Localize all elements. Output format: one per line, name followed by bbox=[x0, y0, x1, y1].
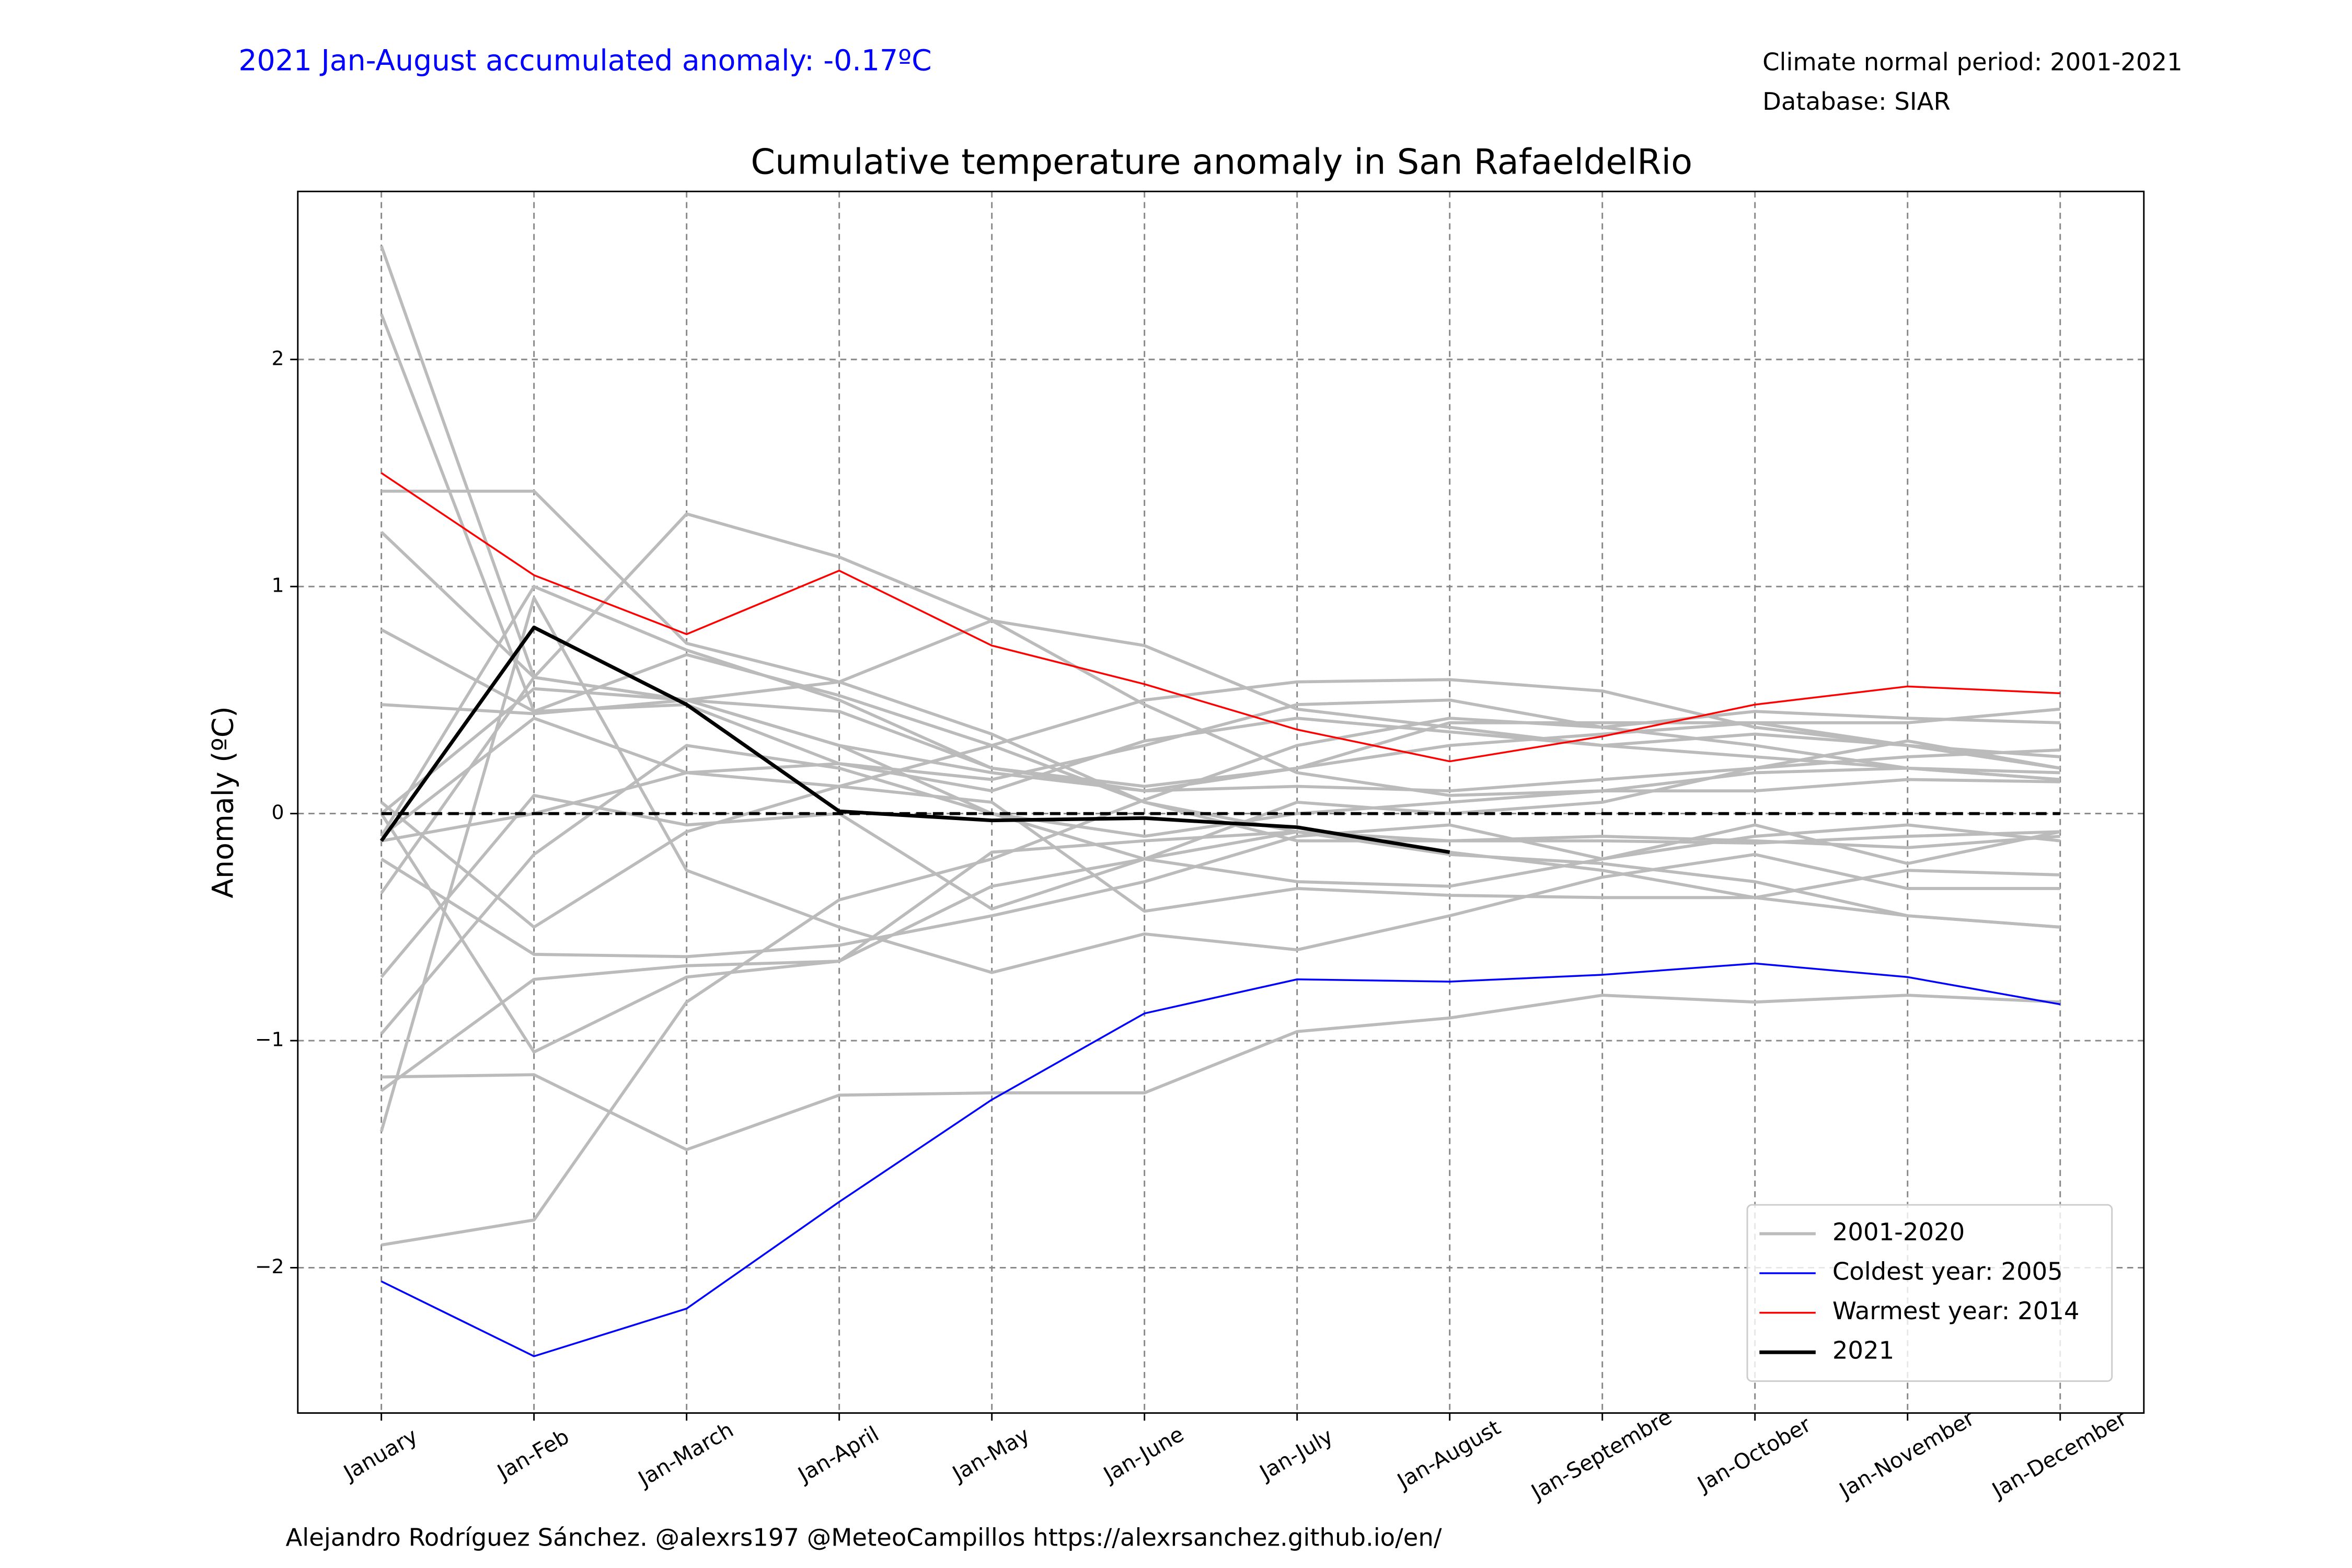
reference-line bbox=[380, 717, 2061, 838]
y-tick-label: 1 bbox=[272, 574, 284, 597]
legend-label: 2021 bbox=[1832, 1336, 1894, 1365]
y-axis-label: Anomaly (ºC) bbox=[206, 706, 240, 898]
reference-line bbox=[380, 687, 2060, 838]
footer: Alejandro Rodríguez Sánchez. @alexrs197 … bbox=[286, 1523, 1442, 1551]
reference-line bbox=[380, 678, 2060, 929]
reference-line bbox=[379, 596, 2060, 1132]
reference-line bbox=[381, 489, 2060, 775]
normal-period-note: Climate normal period: 2001-2021 bbox=[1762, 48, 2182, 76]
reference-line bbox=[380, 830, 2060, 1092]
x-tick-label: Jan-July bbox=[1254, 1423, 1337, 1485]
accumulated-anomaly-note: 2021 Jan-August accumulated anomaly: -0.… bbox=[238, 44, 931, 77]
legend-box bbox=[1746, 1204, 2113, 1382]
reference-line bbox=[381, 771, 2060, 913]
y-tick-label: 0 bbox=[272, 801, 284, 824]
legend: 2001-2020 Coldest year: 2005 Warmest year:… bbox=[1746, 1204, 2113, 1382]
reference-line bbox=[380, 512, 2060, 894]
y-tick-label: −1 bbox=[255, 1028, 284, 1051]
legend-label: Coldest year: 2005 bbox=[1832, 1258, 2063, 1286]
x-tick-label: Jan-March bbox=[632, 1417, 737, 1492]
reference-line bbox=[381, 994, 2060, 1151]
x-tick-label: Jan-August bbox=[1392, 1415, 1505, 1495]
x-tick-label: Jan-November bbox=[1834, 1405, 1978, 1504]
x-tick-label: Jan-April bbox=[792, 1421, 883, 1488]
reference-line bbox=[380, 739, 2061, 978]
database-note: Database: SIAR bbox=[1762, 87, 1951, 116]
y-tick-label: −2 bbox=[255, 1255, 284, 1278]
x-tick-label: Jan-Septembre bbox=[1526, 1404, 1676, 1505]
plot-frame bbox=[297, 190, 2145, 1414]
x-tick-label: Jan-May bbox=[947, 1422, 1034, 1487]
legend-label: Warmest year: 2014 bbox=[1832, 1297, 2080, 1325]
x-tick-label: January bbox=[338, 1423, 422, 1486]
reference-line bbox=[380, 585, 2060, 837]
x-tick-label: Jan-June bbox=[1098, 1421, 1188, 1488]
x-tick-label: Jan-Feb bbox=[492, 1424, 573, 1485]
x-tick-label: Jan-December bbox=[1987, 1405, 2131, 1503]
reference-line bbox=[379, 313, 2060, 929]
reference-line bbox=[381, 628, 2060, 781]
reference-line bbox=[381, 823, 2061, 959]
reference-line bbox=[380, 531, 2060, 788]
chart-title: Cumulative temperature anomaly in San Ra… bbox=[751, 142, 1692, 182]
series-line bbox=[381, 962, 2061, 1357]
x-tick-label: Jan-October bbox=[1692, 1412, 1815, 1497]
series-line bbox=[379, 625, 1450, 854]
reference-line bbox=[381, 710, 2060, 1247]
reference-line bbox=[379, 245, 2061, 793]
y-tick-label: 2 bbox=[272, 347, 284, 370]
series-line bbox=[381, 472, 2060, 763]
legend-label: 2001-2020 bbox=[1832, 1218, 1965, 1246]
reference-line bbox=[380, 813, 2060, 1054]
